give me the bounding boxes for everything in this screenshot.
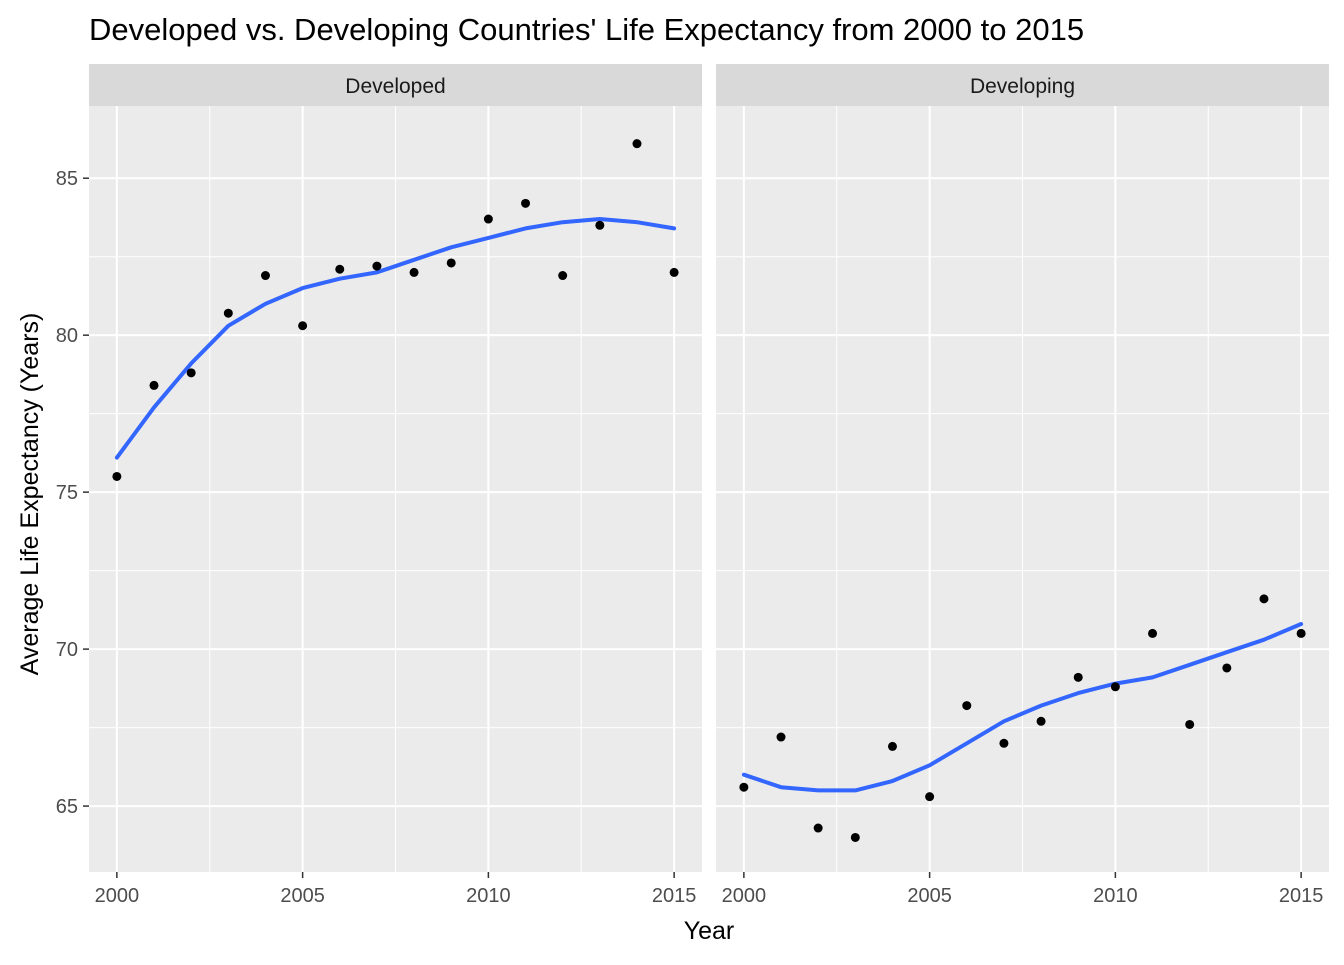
y-tick-label: 65	[56, 796, 78, 818]
x-tick-label: 2005	[280, 885, 325, 907]
facet-panel-1: Developing 2000 2005 2010 2015	[716, 64, 1329, 907]
data-point	[1259, 594, 1269, 604]
data-point	[335, 264, 345, 274]
data-point	[521, 198, 531, 208]
data-point	[483, 214, 493, 224]
data-point	[850, 832, 860, 842]
x-tick-label: 2015	[652, 885, 697, 907]
x-tick-label: 2000	[95, 885, 140, 907]
facet-strip	[716, 64, 1329, 106]
data-point	[558, 271, 568, 281]
data-point	[1036, 716, 1046, 726]
smooth-trend-line	[741, 622, 1304, 793]
data-point	[1185, 719, 1195, 729]
y-tick-label: 80	[56, 325, 78, 347]
data-point	[669, 267, 679, 277]
data-point	[186, 368, 196, 378]
y-tick-label: 70	[56, 639, 78, 661]
data-point	[1296, 628, 1306, 638]
data-point	[632, 139, 642, 149]
data-point	[813, 823, 823, 833]
data-point	[887, 741, 897, 751]
data-point	[149, 380, 159, 390]
facet-strip-label: Developed	[345, 75, 445, 98]
data-point	[409, 267, 419, 277]
data-point	[372, 261, 382, 271]
data-point	[1148, 628, 1158, 638]
data-point	[925, 792, 935, 802]
y-tick-label: 75	[56, 482, 78, 504]
x-axis-title: Year	[684, 917, 735, 945]
x-tick-label: 2015	[1279, 885, 1324, 907]
y-axis-title: Average Life Expectancy (Years)	[16, 313, 44, 676]
facet-strip-label: Developing	[970, 75, 1075, 98]
data-point	[223, 308, 233, 318]
data-point	[962, 701, 972, 711]
y-tick-label: 85	[56, 168, 78, 190]
data-point	[739, 782, 749, 792]
smooth-trend-line	[114, 217, 677, 460]
chart-title: Developed vs. Developing Countries' Life…	[89, 12, 1084, 47]
data-point	[595, 220, 605, 230]
x-tick-label: 2005	[907, 885, 952, 907]
data-point	[1222, 663, 1232, 673]
data-point	[999, 738, 1009, 748]
facet-strip	[89, 64, 702, 106]
x-tick-label: 2000	[722, 885, 767, 907]
facet-panel-0: Developed 2000 2005 2010 2015 65 70 75 80 85	[56, 64, 702, 907]
x-tick-label: 2010	[466, 885, 511, 907]
data-point	[112, 471, 122, 481]
data-point	[298, 321, 308, 331]
x-tick-label: 2010	[1093, 885, 1138, 907]
data-point	[776, 732, 786, 742]
data-point	[1110, 682, 1120, 692]
data-point	[260, 271, 270, 281]
data-point	[446, 258, 456, 268]
data-point	[1073, 672, 1083, 682]
